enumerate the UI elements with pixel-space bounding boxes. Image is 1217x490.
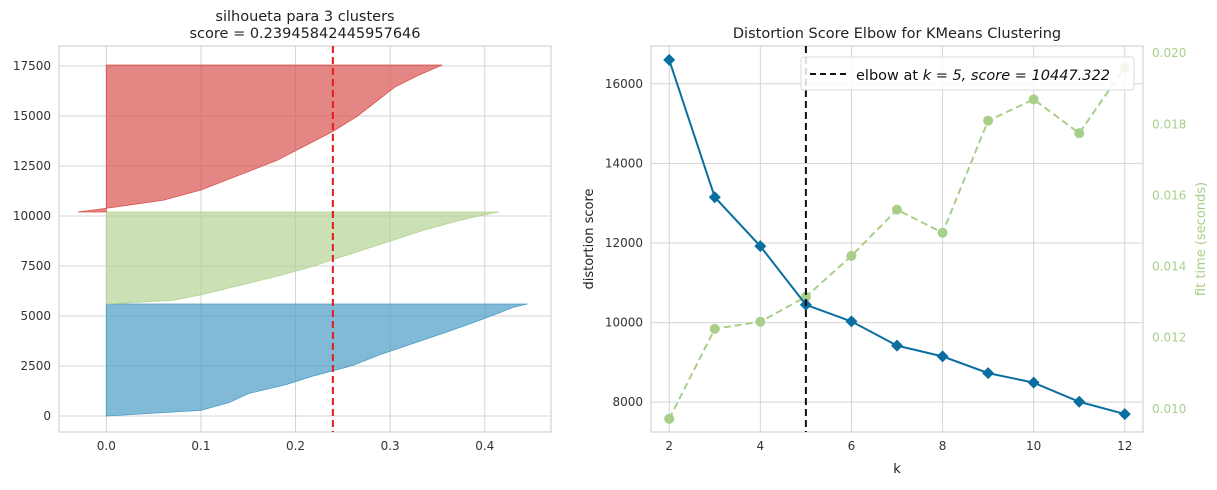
elbow-y-tick-label: 10000: [605, 316, 643, 330]
elbow-x-tick-label: 6: [848, 439, 856, 453]
fit-time-point: [664, 413, 675, 424]
elbow-x-tick-label: 8: [939, 439, 947, 453]
silhouette-chart: 0.0 0.1 0.2 0.3 0.4 0 2500 5000 7500 10000 12500 15…: [13, 9, 552, 453]
fit-time-point: [937, 227, 948, 238]
elbow-y-tick-label: 14000: [605, 156, 643, 170]
silhouette-y-tick-label: 5000: [20, 309, 51, 323]
silhouette-subtitle: score = 0.23945842445957646: [190, 26, 421, 42]
elbow-y2-tick-label: 0.014: [1152, 260, 1186, 274]
fit-time-point: [983, 115, 994, 126]
elbow-plot-area: [650, 45, 1144, 433]
elbow-x-tick-label: 2: [665, 439, 673, 453]
distortion-point: [936, 350, 949, 363]
distortion-point: [1118, 408, 1131, 421]
distortion-point: [1073, 395, 1086, 408]
elbow-y2-tick-label: 0.020: [1152, 46, 1186, 60]
elbow-y2label: fit time (seconds): [1194, 182, 1209, 296]
elbow-xlabel: k: [893, 462, 901, 477]
silhouette-tick-labels: 0.0 0.1 0.2 0.3 0.4 0 2500 5000 7500 10000 12500 15…: [13, 59, 495, 453]
elbow-x-tick-label: 4: [757, 439, 765, 453]
elbow-y2-tick-label: 0.012: [1152, 331, 1186, 345]
silhouette-y-tick-label: 7500: [20, 259, 51, 273]
distortion-point: [891, 339, 903, 352]
elbow-y2-tick-label: 0.010: [1152, 402, 1186, 416]
silhouette-x-tick-label: 0.4: [475, 439, 494, 453]
distortion-point: [1027, 376, 1040, 389]
silhouette-y-tick-label: 15000: [13, 109, 51, 123]
silhouette-y-tick-label: 12500: [13, 159, 51, 173]
elbow-y-tick-label: 12000: [605, 236, 643, 250]
silhouette-y-tick-label: 0: [43, 409, 51, 423]
elbow-legend-box: [800, 56, 1135, 91]
elbow-legend-text: elbow at: [856, 68, 923, 84]
silhouette-x-tick-label: 0.3: [381, 439, 400, 453]
silhouette-title: silhoueta para 3 clusters: [215, 9, 394, 25]
elbow-x-tick-label: 12: [1117, 439, 1132, 453]
fit-time-point: [755, 316, 766, 327]
silhouette-x-tick-label: 0.1: [191, 439, 210, 453]
elbow-legend-label: elbow at k = 5, score = 10447.322: [856, 68, 1110, 84]
elbow-title: Distortion Score Elbow for KMeans Cluste…: [733, 26, 1061, 42]
distortion-point: [708, 191, 721, 204]
silhouette-areas: [77, 46, 528, 432]
distortion-point: [663, 53, 676, 66]
elbow-tick-labels: 2 4 6 8 10 12 8000 10000 12000 14000 16000 0.010 0.0…: [605, 46, 1187, 453]
distortion-point: [845, 315, 858, 328]
fit-time-point: [709, 323, 720, 334]
elbow-ylabel: distortion score: [582, 189, 597, 290]
silhouette-cluster-0: [105, 303, 528, 417]
silhouette-cluster-1: [105, 211, 500, 305]
elbow-legend-math: k = 5, score = 10447.322: [923, 68, 1110, 84]
elbow-y2-tick-label: 0.018: [1152, 117, 1186, 131]
silhouette-cluster-2: [77, 64, 443, 213]
silhouette-x-tick-label: 0.2: [286, 439, 305, 453]
fit-time-point: [846, 250, 857, 261]
fit-time-point: [892, 204, 902, 215]
silhouette-x-tick-label: 0.0: [97, 439, 116, 453]
elbow-y-tick-label: 8000: [612, 395, 643, 409]
elbow-y-tick-label: 16000: [605, 77, 643, 91]
fit-time-point: [1074, 128, 1085, 139]
elbow-x-tick-label: 10: [1026, 439, 1041, 453]
elbow-chart: 2 4 6 8 10 12 8000 10000 12000 14000 16000 0.010 0.0…: [582, 26, 1209, 477]
elbow-legend: elbow at k = 5, score = 10447.322: [800, 56, 1135, 91]
fit-time-point: [800, 291, 811, 302]
silhouette-y-tick-label: 17500: [13, 59, 51, 73]
silhouette-y-tick-label: 10000: [13, 209, 51, 223]
elbow-y2-tick-label: 0.016: [1152, 188, 1186, 202]
distortion-point: [754, 240, 767, 253]
silhouette-y-tick-label: 2500: [20, 359, 51, 373]
fit-time-point: [1028, 94, 1039, 105]
distortion-point: [982, 367, 995, 380]
